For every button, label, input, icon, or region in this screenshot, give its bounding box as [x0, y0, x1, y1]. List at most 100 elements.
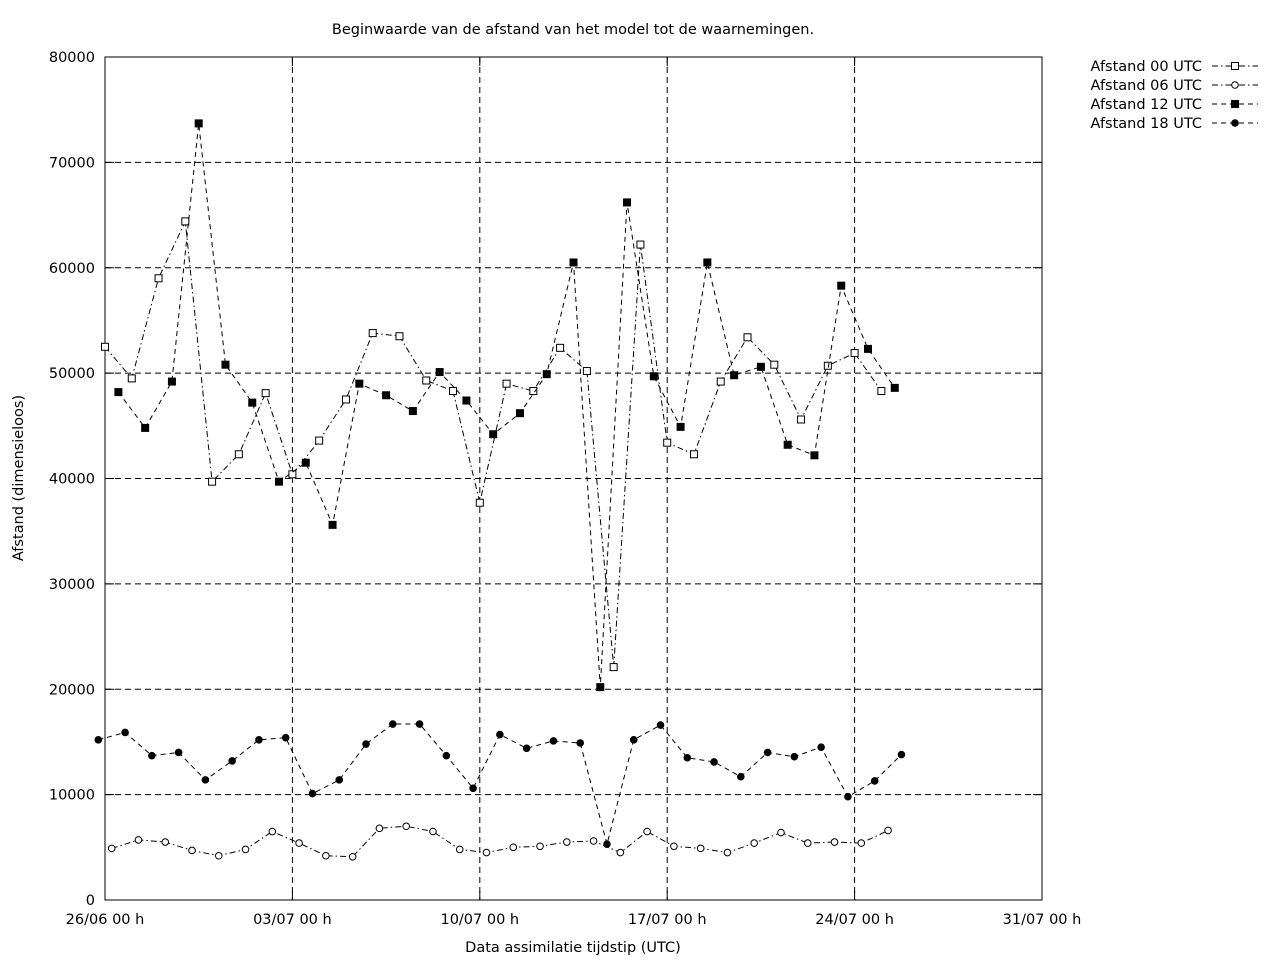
data-point — [750, 839, 759, 847]
data-point — [763, 748, 772, 757]
data-point — [716, 377, 725, 386]
y-tick-label: 0 — [86, 893, 95, 909]
data-point — [462, 396, 471, 405]
data-point — [663, 438, 672, 447]
data-point — [509, 843, 518, 852]
data-point — [696, 844, 705, 853]
data-point — [335, 776, 344, 784]
data-point — [315, 436, 324, 445]
x-tick-label: 24/07 00 h — [815, 912, 894, 928]
x-tick-label: 10/07 00 h — [440, 912, 519, 928]
legend-label: Afstand 06 UTC — [1091, 78, 1202, 94]
data-point — [134, 836, 143, 844]
data-point — [268, 827, 277, 836]
series-afstand-06-utc — [107, 822, 892, 861]
data-point — [375, 824, 384, 833]
y-tick-label: 70000 — [49, 155, 95, 171]
x-tick-label: 03/07 00 h — [253, 912, 332, 928]
data-point — [676, 422, 685, 431]
data-point — [730, 371, 739, 380]
series-line — [104, 219, 882, 668]
data-point — [496, 730, 504, 739]
data-point — [442, 751, 451, 760]
data-point — [429, 827, 437, 836]
data-point — [823, 361, 832, 370]
series-afstand-12-utc — [114, 119, 899, 692]
legend-label: Afstand 00 UTC — [1091, 59, 1202, 75]
data-point — [489, 430, 498, 439]
data-point — [408, 407, 417, 416]
data-point — [515, 409, 524, 418]
data-point — [154, 274, 163, 283]
data-point — [897, 750, 906, 759]
series-line — [111, 825, 889, 858]
data-point — [275, 477, 284, 486]
data-point — [890, 383, 899, 392]
series-afstand-18-utc — [94, 720, 906, 848]
data-point — [529, 387, 538, 396]
data-point — [542, 370, 551, 379]
data-point — [121, 728, 129, 737]
data-point — [790, 752, 799, 761]
x-tick-label: 31/07 00 h — [1003, 912, 1082, 928]
legend-marker — [1231, 100, 1239, 108]
data-point — [328, 520, 337, 529]
data-point — [261, 389, 270, 398]
series-line — [117, 123, 896, 688]
data-point — [884, 826, 892, 835]
data-point — [415, 720, 424, 728]
data-point — [857, 839, 866, 847]
data-point — [596, 683, 605, 692]
data-point — [723, 848, 732, 857]
data-point — [850, 349, 859, 358]
data-point — [576, 739, 584, 747]
data-point — [101, 342, 109, 351]
data-point — [435, 368, 444, 377]
data-point — [295, 839, 303, 847]
data-point — [603, 840, 611, 848]
data-point — [107, 844, 116, 853]
data-point — [208, 477, 217, 486]
data-point — [127, 374, 136, 383]
data-point — [94, 736, 103, 744]
legend-marker — [1231, 81, 1239, 89]
y-tick-label: 30000 — [49, 577, 95, 593]
data-point — [355, 379, 364, 388]
data-point — [703, 258, 712, 267]
data-point — [636, 240, 645, 249]
x-axis: 26/06 00 h 03/07 00 h 10/07 00 h 17/07 00 h… — [66, 57, 1082, 928]
data-point — [556, 343, 565, 352]
data-point — [362, 740, 370, 748]
data-point — [188, 846, 196, 855]
data-point — [201, 776, 210, 784]
data-point — [281, 733, 290, 742]
legend-marker — [1231, 119, 1239, 127]
y-tick-label: 20000 — [49, 682, 95, 698]
data-point — [228, 757, 236, 765]
data-point — [563, 838, 571, 846]
series-layer — [94, 119, 906, 861]
data-point — [114, 388, 123, 397]
x-axis-label: Data assimilatie tijdstip (UTC) — [465, 940, 681, 956]
data-point — [181, 217, 190, 226]
data-point — [395, 332, 404, 341]
data-point — [174, 748, 183, 757]
data-point — [803, 839, 812, 847]
data-point — [167, 377, 176, 386]
data-point — [777, 828, 785, 837]
data-point — [870, 777, 879, 785]
data-point — [582, 367, 591, 376]
data-point — [482, 848, 491, 857]
series-afstand-00-utc — [101, 217, 886, 672]
y-tick-label: 10000 — [49, 788, 95, 804]
data-point — [536, 842, 544, 851]
data-point — [502, 379, 511, 388]
data-point — [616, 848, 625, 857]
data-point — [368, 329, 377, 338]
data-point — [649, 372, 658, 381]
data-point — [863, 344, 872, 353]
data-point — [837, 281, 846, 290]
data-point — [161, 838, 170, 846]
data-point — [402, 822, 410, 831]
